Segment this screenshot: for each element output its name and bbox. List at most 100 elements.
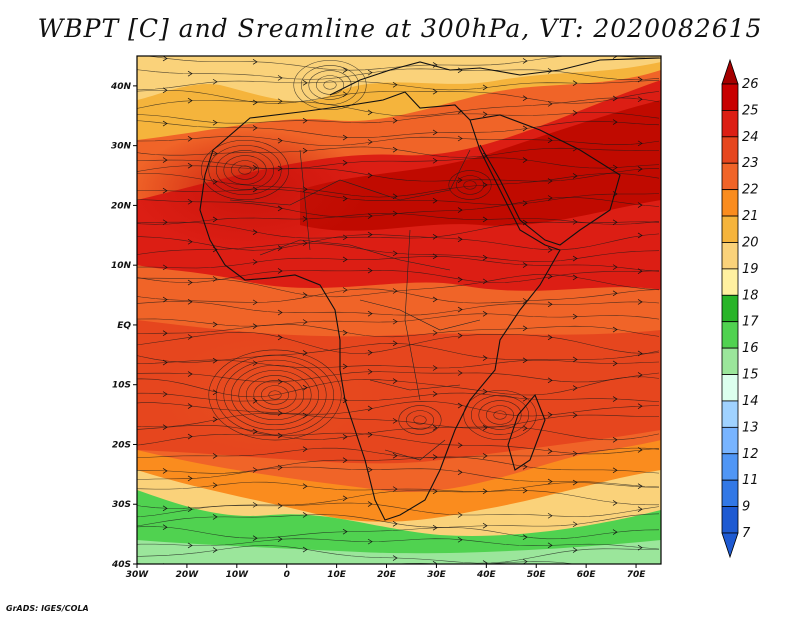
lon-tick-label: 40E — [476, 570, 497, 580]
streamline-arrow — [252, 323, 258, 329]
streamline-arrow — [302, 80, 308, 86]
streamline-arrow — [637, 483, 643, 489]
lat-tick-label: 10N — [111, 261, 132, 271]
streamline-arrow — [572, 274, 578, 281]
colorbar-swatch — [721, 479, 739, 507]
streamline-arrow — [522, 262, 528, 268]
streamline — [137, 513, 660, 528]
streamline-arrow — [522, 125, 528, 132]
streamline-arrow — [663, 511, 667, 516]
streamline-arrow — [482, 560, 488, 564]
streamline — [137, 274, 660, 298]
streamline-arrow — [457, 67, 463, 74]
streamline-arrow — [187, 299, 193, 305]
streamline-arrow — [302, 319, 308, 325]
streamline-arrow — [457, 177, 463, 183]
streamline-arrow — [252, 502, 258, 508]
streamline-arrow — [612, 326, 618, 333]
field-hot-spot — [160, 335, 380, 455]
streamline-arrow — [482, 311, 488, 317]
colorbar-swatch — [721, 400, 739, 428]
streamline-arrow — [663, 377, 667, 382]
streamline-arrow — [252, 259, 258, 265]
streamline-arrow — [572, 479, 578, 486]
streamline-arrow — [547, 247, 553, 253]
streamline-arrow — [277, 75, 283, 81]
streamline-arrow — [432, 253, 438, 260]
streamline-arrow — [457, 442, 463, 449]
streamline-arrow — [277, 432, 283, 439]
streamline-arrow — [457, 332, 463, 339]
streamline-arrow — [277, 464, 283, 471]
streamline-arrow — [522, 558, 528, 564]
streamline-arrow — [187, 334, 193, 340]
streamline-arrow — [547, 377, 553, 384]
colorbar-swatch — [721, 242, 739, 270]
streamline-arrow — [572, 356, 578, 363]
streamline-arrow — [252, 165, 258, 171]
streamline-arrow — [457, 512, 463, 518]
lat-tick-label: EQ — [117, 321, 131, 331]
streamline-arrow — [367, 501, 373, 507]
streamline-arrow — [367, 69, 373, 76]
streamline — [137, 401, 660, 417]
streamline-arrow — [482, 111, 488, 118]
streamline-arrow — [187, 403, 193, 409]
streamline-arrow — [342, 134, 348, 141]
streamline-arrow — [187, 97, 193, 104]
streamline-arrow — [547, 301, 553, 308]
streamline-arrow — [482, 152, 488, 159]
streamline — [137, 301, 660, 316]
streamline-arrow — [212, 276, 218, 282]
streamline-arrow — [663, 318, 667, 323]
streamline-arrow — [367, 405, 373, 412]
streamline-arrow — [162, 424, 168, 431]
colorbar-label: 19 — [742, 262, 759, 277]
streamline — [137, 270, 660, 283]
streamline-arrow — [612, 500, 618, 506]
streamline — [137, 233, 660, 251]
streamline-arrow — [482, 388, 488, 395]
streamline-arrow — [432, 129, 438, 136]
streamline-arrow — [663, 248, 667, 253]
streamline-arrow — [342, 234, 348, 241]
streamline-arrow — [342, 434, 348, 440]
streamline-arrow — [342, 457, 348, 463]
streamline-arrow — [187, 162, 193, 169]
streamline — [137, 97, 660, 117]
streamline — [137, 538, 660, 550]
colorbar-swatch — [721, 453, 739, 481]
streamline-arrow — [663, 148, 667, 153]
vortex-streamline — [230, 364, 320, 426]
streamline-arrow — [572, 219, 578, 225]
streamline-arrow — [277, 536, 283, 542]
streamline-arrow — [392, 521, 398, 527]
streamline-arrow — [162, 157, 168, 163]
streamline-arrow — [392, 378, 398, 384]
vortex-streamline — [223, 359, 327, 431]
streamline — [137, 146, 660, 158]
lat-tick-label: 30N — [111, 142, 132, 152]
streamline-arrow — [252, 125, 258, 131]
streamline-arrow — [482, 425, 488, 431]
vortex-streamline — [485, 405, 515, 425]
streamline-arrow — [637, 202, 643, 208]
streamline-arrow — [252, 229, 258, 235]
streamline — [137, 331, 660, 354]
colorbar: 26 25 24 23 22 21 20 19 18 17 16 15 14 13 12 11 9 7 — [721, 58, 759, 559]
streamline-arrow — [187, 238, 193, 245]
streamline-arrow — [432, 88, 438, 95]
streamline-arrow — [212, 216, 218, 223]
streamline-arrow — [572, 110, 578, 116]
streamline-arrow — [342, 287, 348, 293]
streamline-arrow — [342, 528, 348, 535]
lat-tick-label: 20N — [111, 201, 132, 211]
streamline-arrow — [162, 330, 168, 336]
streamline — [137, 256, 660, 272]
colorbar-label: 24 — [742, 130, 759, 145]
streamline-arrow — [547, 178, 553, 184]
streamline-arrow — [663, 117, 667, 122]
streamline-arrow — [367, 349, 373, 356]
streamline-arrow — [572, 547, 578, 553]
streamline-arrow — [212, 416, 218, 423]
